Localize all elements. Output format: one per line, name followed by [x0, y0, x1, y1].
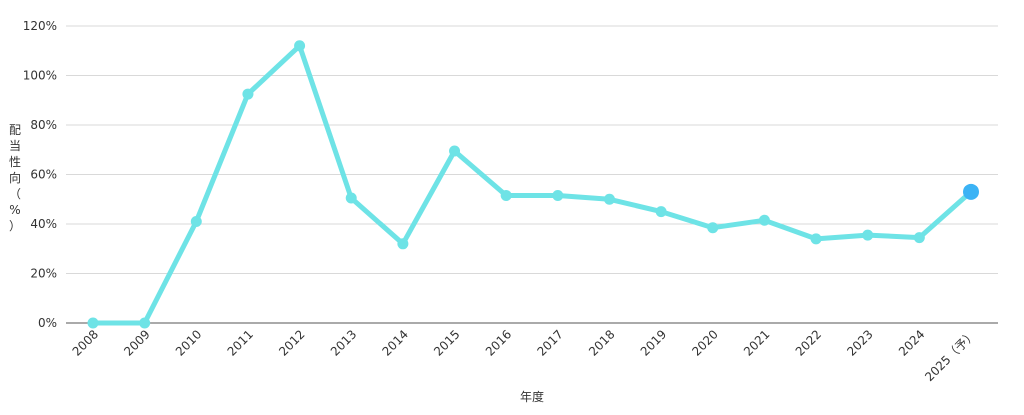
data-point: [345, 192, 357, 204]
y-tick-label: 120%: [23, 19, 57, 33]
x-tick-label: 2009: [121, 327, 152, 358]
x-tick-label: 2015: [431, 327, 462, 358]
x-tick-label: 2024: [896, 327, 927, 358]
data-point: [190, 216, 202, 228]
data-points: [87, 40, 979, 329]
y-axis-title: 配当性向（%）: [9, 123, 21, 233]
data-point: [139, 317, 151, 329]
x-tick-label: 2014: [380, 327, 411, 358]
data-point: [862, 229, 874, 241]
y-tick-label: 0%: [38, 316, 57, 330]
y-tick-label: 80%: [30, 118, 57, 132]
x-tick-label: 2013: [328, 327, 359, 358]
x-tick-labels: 2008 2009 2010 2011 2012 2013 2014 2015 2016 2017…: [70, 327, 979, 384]
data-point: [758, 214, 770, 226]
data-point: [552, 190, 564, 202]
data-point: [810, 233, 822, 245]
x-axis-title: 年度: [520, 389, 544, 404]
data-point: [500, 190, 512, 202]
y-tick-label: 60%: [30, 168, 57, 182]
data-point: [913, 232, 925, 244]
data-point: [449, 145, 461, 157]
data-point: [242, 88, 254, 100]
x-tick-label: 2022: [793, 327, 824, 358]
x-tick-label: 2023: [844, 327, 875, 358]
x-tick-label: 2017: [534, 327, 565, 358]
x-tick-label: 2012: [276, 327, 307, 358]
data-point: [603, 193, 615, 205]
data-point: [397, 238, 409, 250]
data-point: [707, 222, 719, 234]
x-tick-label: 2010: [173, 327, 204, 358]
grid-lines: [66, 25, 998, 274]
data-point: [655, 206, 667, 218]
series-line: [90, 43, 974, 326]
x-tick-label: 2011: [225, 327, 256, 358]
x-tick-label: 2016: [483, 327, 514, 358]
y-tick-label: 100%: [23, 69, 57, 83]
x-tick-label: 2020: [689, 327, 720, 358]
x-tick-label: 2019: [638, 327, 669, 358]
y-tick-label: 20%: [30, 267, 57, 281]
highlighted-data-point: [963, 183, 979, 200]
x-tick-label: 2008: [70, 327, 101, 358]
y-tick-labels: 0% 20% 40% 60% 80% 100% 120%: [23, 19, 57, 330]
x-tick-label: 2021: [741, 327, 772, 358]
data-point: [87, 317, 99, 329]
x-tick-label: 2018: [586, 327, 617, 358]
y-tick-label: 40%: [30, 217, 57, 231]
x-tick-label: 2025（予）: [922, 327, 979, 384]
data-point: [294, 40, 306, 52]
